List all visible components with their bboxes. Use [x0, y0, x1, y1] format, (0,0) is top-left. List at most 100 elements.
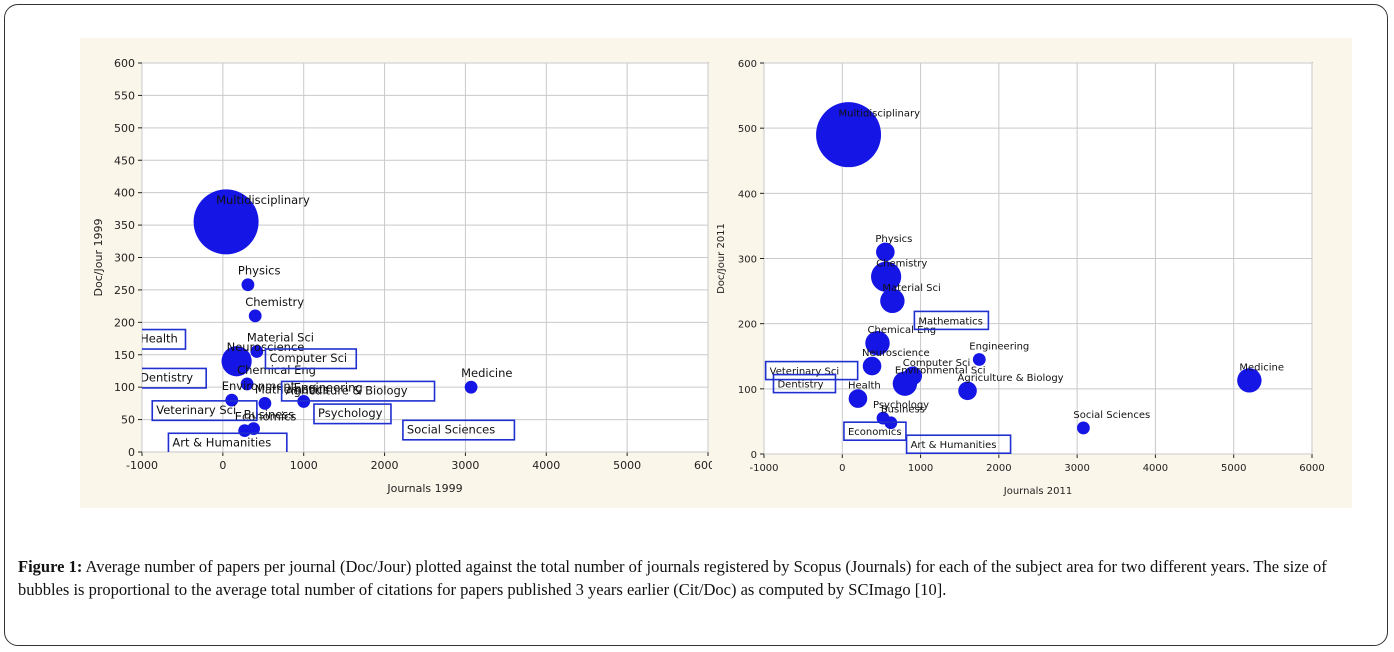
- bubble-chemical-eng: [240, 377, 254, 391]
- bubble-material-sci: [880, 288, 905, 314]
- label-medicine: Medicine: [461, 366, 512, 380]
- x-tick-label: 5000: [613, 459, 641, 472]
- x-tick-label: 5000: [1221, 463, 1246, 474]
- label-box-economics: [843, 421, 907, 441]
- bubble-material-sci: [250, 345, 264, 358]
- label-veterinary-sci: Veterinary Sci: [156, 403, 236, 417]
- y-tick-label: 100: [738, 385, 757, 396]
- bubble-physics: [241, 278, 255, 292]
- label-box-dentistry: [772, 373, 837, 394]
- bubbles-layer: Multidisciplinary Physics Chemistry Materia…: [764, 102, 1284, 454]
- label-business: Business: [881, 405, 925, 416]
- label-social-sciences: Social Sciences: [1073, 410, 1150, 421]
- label-box-dentistry: [142, 367, 207, 389]
- label-mathematics: Mathematics: [255, 382, 329, 396]
- figure-caption: Figure 1: Average number of papers per j…: [18, 555, 1376, 601]
- bubble-mathematics: [258, 396, 272, 410]
- x-tick-label: 3000: [1064, 463, 1089, 474]
- label-veterinary-sci: Veterinary Sci: [770, 367, 839, 378]
- label-economics: Economics: [848, 427, 902, 438]
- label-box-art-humanities: [167, 432, 288, 452]
- y-axis-label: Doc/Jour 1999: [92, 219, 105, 297]
- label-psychology: Psychology: [873, 400, 929, 411]
- label-dentistry: Dentistry: [140, 370, 193, 384]
- y-tick-label: 300: [114, 252, 135, 265]
- bubble-multidisciplinary: [816, 102, 882, 168]
- label-neuroscience: Neuroscience: [862, 348, 930, 359]
- label-multidisciplinary: Multidisciplinary: [216, 193, 310, 207]
- label-material-sci: Material Sci: [247, 331, 314, 345]
- label-art-humanities: Art & Humanities: [172, 435, 271, 449]
- y-tick-label: 150: [114, 349, 135, 362]
- label-chemical-eng: Chemical Eng: [237, 363, 316, 377]
- label-psychology: Psychology: [318, 406, 383, 420]
- y-tick-label: 200: [114, 316, 135, 329]
- label-chemistry: Chemistry: [876, 259, 927, 270]
- x-axis-label: Journals 1999: [386, 482, 462, 495]
- y-tick-label: 400: [738, 189, 757, 200]
- x-tick-label: -1000: [126, 459, 158, 472]
- x-tick-label: 0: [219, 459, 226, 472]
- label-physics: Physics: [875, 234, 912, 245]
- x-tick-label: 3000: [451, 459, 479, 472]
- label-dentistry: Dentistry: [777, 380, 823, 391]
- label-box-art-humanities: [905, 434, 1012, 454]
- y-tick-label: 200: [738, 320, 757, 331]
- label-health: Health: [140, 332, 178, 346]
- label-box-veterinary-sci: [151, 400, 258, 422]
- label-chemical-eng: Chemical Eng: [868, 325, 937, 336]
- bubble-medicine: [464, 380, 478, 394]
- label-box-computer-sci: [264, 348, 358, 370]
- label-computer-sci: Computer Sci: [269, 351, 347, 365]
- x-axis-label: Journals 2011: [1003, 486, 1072, 497]
- label-box-agriculture-biology: [280, 380, 436, 402]
- label-agriculture-biology: Agriculture & Biology: [958, 373, 1064, 384]
- y-tick-label: 600: [114, 57, 135, 70]
- label-environment: Environment: [222, 379, 296, 393]
- bubble-chemical-eng: [865, 331, 890, 356]
- x-tick-label: 2000: [986, 463, 1011, 474]
- label-chemistry: Chemistry: [245, 295, 304, 309]
- caption-label: Figure 1:: [18, 557, 83, 576]
- label-box-psychology: [313, 403, 392, 425]
- bubble-business: [247, 422, 260, 436]
- y-tick-label: 100: [114, 381, 135, 394]
- bubble-neuroscience: [221, 346, 252, 377]
- bubble-social-sciences: [1077, 421, 1090, 435]
- y-tick-label: 450: [114, 154, 135, 167]
- y-tick-label: 500: [738, 124, 757, 135]
- label-environmental-sci: Environmental Sci: [895, 366, 986, 377]
- caption-text: Average number of papers per journal (Do…: [18, 557, 1327, 599]
- y-tick-label: 50: [121, 414, 135, 427]
- label-box-social-sciences: [402, 419, 516, 441]
- bubble-engineering: [972, 353, 986, 366]
- label-engineering: Engineering: [969, 342, 1029, 353]
- label-mathematics: Mathematics: [918, 316, 982, 327]
- chart-2011: -1000 0 1000 2000 3000 4000 5000 6000 0 100 200 300…: [712, 38, 1352, 508]
- y-axis-label: Doc/Jour 2011: [716, 223, 727, 294]
- label-medicine: Medicine: [1239, 362, 1284, 373]
- y-tick-label: 550: [114, 89, 135, 102]
- bubbles-layer: Multidisciplinary Physics Chemistry Materia…: [140, 189, 516, 452]
- bubble-neuroscience: [862, 356, 882, 376]
- bubble-environmental-sci: [892, 371, 918, 396]
- x-tick-label: 1000: [290, 459, 318, 472]
- x-tick-label: 6000: [1299, 463, 1324, 474]
- bubble-chemistry: [871, 261, 902, 292]
- label-box-mathematics: [913, 310, 990, 331]
- bubble-agriculture-biology: [958, 381, 977, 401]
- label-social-sciences: Social Sciences: [407, 422, 495, 436]
- y-tick-label: 300: [738, 255, 757, 266]
- label-computer-sci: Computer Sci: [903, 358, 971, 369]
- bubble-multidisciplinary: [193, 189, 259, 255]
- x-tick-label: 1000: [908, 463, 933, 474]
- label-neuroscience: Neuroscience: [227, 340, 305, 354]
- label-agriculture-biology: Agriculture & Biology: [286, 383, 408, 397]
- y-tick-label: 500: [114, 122, 135, 135]
- x-tick-label: 2000: [371, 459, 399, 472]
- y-tick-label: 0: [128, 446, 135, 459]
- label-engineering: Engineering: [294, 380, 363, 394]
- label-physics: Physics: [238, 264, 281, 278]
- y-tick-label: 0: [751, 450, 757, 461]
